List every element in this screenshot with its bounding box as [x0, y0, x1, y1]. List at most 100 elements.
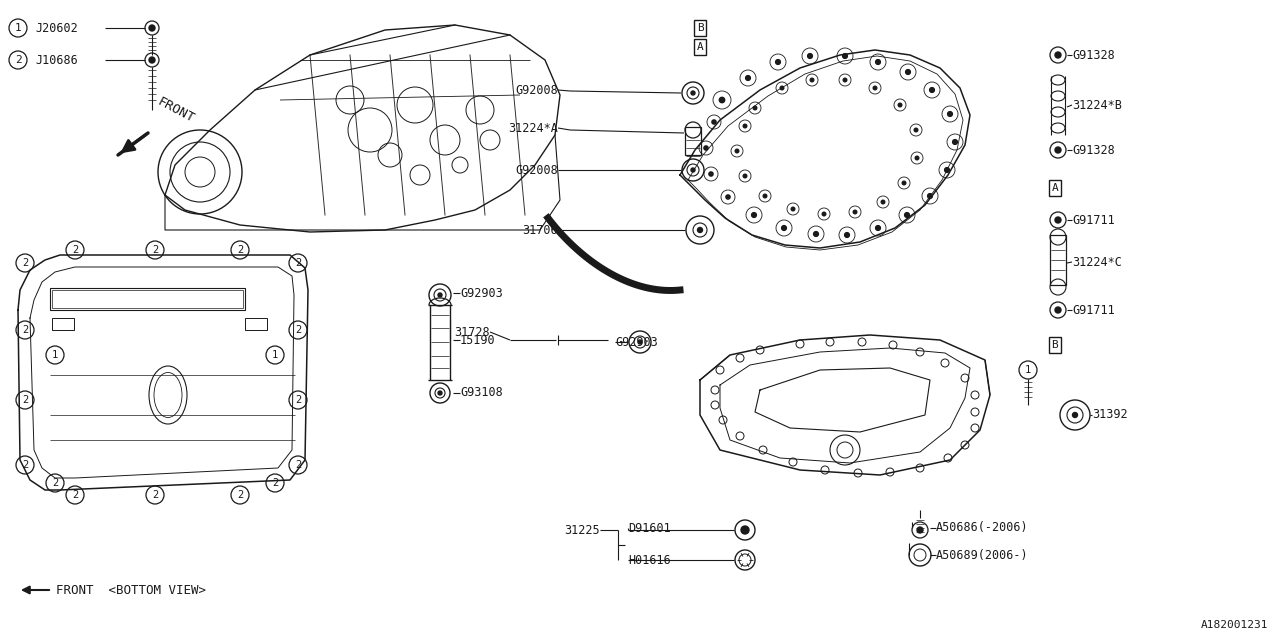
Circle shape — [873, 86, 877, 90]
Circle shape — [741, 526, 749, 534]
Text: 2: 2 — [237, 490, 243, 500]
Text: 31225: 31225 — [564, 524, 600, 536]
Circle shape — [906, 70, 910, 74]
Circle shape — [1055, 147, 1061, 153]
Circle shape — [915, 156, 919, 160]
Circle shape — [842, 54, 847, 58]
Circle shape — [945, 168, 950, 172]
Text: FRONT: FRONT — [155, 95, 196, 125]
Text: 1: 1 — [14, 23, 22, 33]
Circle shape — [719, 97, 724, 102]
Text: D91601: D91601 — [628, 522, 671, 534]
Text: A: A — [696, 42, 704, 52]
Bar — [685, 127, 701, 155]
Text: 2: 2 — [22, 258, 28, 268]
Text: 2: 2 — [22, 325, 28, 335]
Text: A50689(2006-): A50689(2006-) — [936, 548, 1029, 561]
Circle shape — [808, 54, 813, 58]
Circle shape — [148, 25, 155, 31]
Text: G93108: G93108 — [460, 387, 503, 399]
Circle shape — [814, 232, 818, 236]
Text: 31224*B: 31224*B — [1073, 99, 1121, 111]
Text: A: A — [1052, 183, 1059, 193]
Circle shape — [691, 91, 695, 95]
Circle shape — [751, 212, 756, 218]
Text: 2: 2 — [294, 325, 301, 335]
Text: 31224*A: 31224*A — [508, 122, 558, 134]
Text: 2: 2 — [72, 490, 78, 500]
Text: 2: 2 — [152, 245, 159, 255]
Text: 31706: 31706 — [522, 223, 558, 237]
Circle shape — [1073, 413, 1078, 417]
Text: G92903: G92903 — [460, 287, 503, 300]
Circle shape — [902, 181, 906, 185]
Text: 2: 2 — [22, 395, 28, 405]
Circle shape — [709, 172, 713, 176]
Text: 2: 2 — [22, 460, 28, 470]
Circle shape — [876, 226, 881, 230]
Circle shape — [782, 226, 786, 230]
Text: A50686(-2006): A50686(-2006) — [936, 522, 1029, 534]
Circle shape — [905, 212, 909, 218]
Text: 2: 2 — [152, 490, 159, 500]
Circle shape — [746, 76, 750, 81]
Circle shape — [791, 207, 795, 211]
Circle shape — [726, 195, 730, 199]
Circle shape — [854, 210, 856, 214]
Text: 1: 1 — [1025, 365, 1032, 375]
Circle shape — [844, 78, 847, 82]
Circle shape — [1055, 52, 1061, 58]
Text: G91711: G91711 — [1073, 214, 1115, 227]
Text: B: B — [696, 23, 704, 33]
Text: 2: 2 — [52, 478, 58, 488]
Text: 2: 2 — [271, 478, 278, 488]
Text: H01616: H01616 — [628, 554, 671, 566]
Text: 31224*C: 31224*C — [1073, 255, 1121, 269]
Bar — [52, 290, 243, 308]
Circle shape — [438, 391, 442, 395]
Circle shape — [916, 527, 923, 533]
Circle shape — [952, 140, 957, 145]
Bar — [52, 318, 74, 330]
Text: FRONT  <BOTTOM VIEW>: FRONT <BOTTOM VIEW> — [56, 584, 206, 596]
Text: 31392: 31392 — [1092, 408, 1128, 422]
Text: B: B — [1052, 340, 1059, 350]
Text: 1: 1 — [52, 350, 58, 360]
Text: 2: 2 — [72, 245, 78, 255]
Text: 2: 2 — [294, 395, 301, 405]
Circle shape — [928, 194, 932, 198]
Circle shape — [1055, 217, 1061, 223]
Text: 2: 2 — [237, 245, 243, 255]
Circle shape — [712, 120, 716, 124]
Text: G91328: G91328 — [1073, 49, 1115, 61]
Circle shape — [744, 174, 746, 178]
Text: 1: 1 — [271, 350, 278, 360]
Circle shape — [876, 60, 881, 65]
Circle shape — [810, 78, 814, 82]
Circle shape — [845, 232, 850, 237]
Circle shape — [744, 124, 746, 128]
Circle shape — [947, 111, 952, 116]
Circle shape — [914, 128, 918, 132]
Bar — [50, 288, 244, 310]
Text: 2: 2 — [14, 55, 22, 65]
Circle shape — [148, 57, 155, 63]
Text: 15190: 15190 — [460, 333, 495, 346]
Text: G91711: G91711 — [1073, 303, 1115, 317]
Circle shape — [881, 200, 884, 204]
Circle shape — [776, 60, 781, 65]
Text: J10686: J10686 — [35, 54, 78, 67]
Circle shape — [704, 146, 708, 150]
Text: G92008: G92008 — [516, 163, 558, 177]
Circle shape — [929, 88, 934, 92]
Text: A182001231: A182001231 — [1201, 620, 1268, 630]
Text: G92008: G92008 — [516, 83, 558, 97]
Circle shape — [637, 340, 643, 344]
Circle shape — [822, 212, 826, 216]
Circle shape — [753, 106, 756, 110]
Text: 2: 2 — [294, 460, 301, 470]
Circle shape — [763, 194, 767, 198]
Circle shape — [698, 227, 703, 232]
Circle shape — [899, 103, 902, 107]
Circle shape — [781, 86, 783, 90]
